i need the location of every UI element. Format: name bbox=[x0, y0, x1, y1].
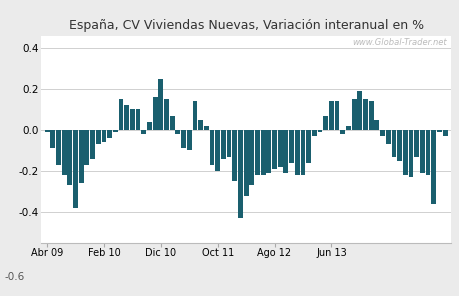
Bar bbox=[414, 130, 418, 157]
Bar bbox=[198, 120, 202, 130]
Bar bbox=[226, 130, 231, 157]
Bar bbox=[266, 130, 271, 173]
Bar bbox=[141, 130, 146, 134]
Bar bbox=[442, 130, 447, 136]
Bar bbox=[73, 130, 78, 208]
Bar bbox=[272, 130, 276, 169]
Bar bbox=[84, 130, 89, 165]
Bar bbox=[374, 120, 379, 130]
Bar bbox=[323, 115, 327, 130]
Bar bbox=[379, 130, 384, 136]
Text: -0.6: -0.6 bbox=[5, 272, 25, 282]
Bar bbox=[431, 130, 435, 204]
Bar bbox=[436, 130, 441, 132]
Bar bbox=[118, 99, 123, 130]
Text: www.Global-Trader.net: www.Global-Trader.net bbox=[351, 38, 446, 46]
Bar bbox=[67, 130, 72, 185]
Bar bbox=[419, 130, 424, 173]
Bar bbox=[45, 130, 50, 132]
Bar bbox=[95, 130, 101, 144]
Bar bbox=[158, 79, 163, 130]
Bar bbox=[101, 130, 106, 142]
Bar bbox=[186, 130, 191, 150]
Bar bbox=[289, 130, 293, 163]
Title: España, CV Viviendas Nuevas, Variación interanual en %: España, CV Viviendas Nuevas, Variación i… bbox=[68, 19, 423, 32]
Bar bbox=[328, 101, 333, 130]
Bar bbox=[351, 99, 356, 130]
Bar bbox=[362, 99, 367, 130]
Bar bbox=[334, 101, 339, 130]
Bar bbox=[220, 130, 225, 159]
Bar bbox=[408, 130, 413, 177]
Bar bbox=[396, 130, 401, 161]
Bar bbox=[62, 130, 67, 175]
Bar bbox=[368, 101, 373, 130]
Bar bbox=[112, 130, 118, 132]
Bar bbox=[237, 130, 242, 218]
Bar bbox=[311, 130, 316, 136]
Bar bbox=[164, 99, 168, 130]
Bar bbox=[385, 130, 390, 144]
Bar bbox=[357, 91, 361, 130]
Bar bbox=[124, 105, 129, 130]
Bar bbox=[425, 130, 430, 175]
Bar bbox=[215, 130, 219, 171]
Bar bbox=[283, 130, 288, 173]
Bar bbox=[181, 130, 185, 148]
Bar bbox=[78, 130, 84, 183]
Bar bbox=[317, 130, 322, 132]
Bar bbox=[345, 126, 350, 130]
Bar bbox=[107, 130, 112, 138]
Bar bbox=[169, 115, 174, 130]
Bar bbox=[243, 130, 248, 196]
Bar bbox=[152, 97, 157, 130]
Bar bbox=[175, 130, 180, 134]
Bar bbox=[232, 130, 237, 181]
Bar bbox=[300, 130, 305, 175]
Bar bbox=[294, 130, 299, 175]
Bar bbox=[277, 130, 282, 167]
Bar bbox=[147, 122, 151, 130]
Bar bbox=[192, 101, 197, 130]
Bar bbox=[306, 130, 310, 163]
Bar bbox=[56, 130, 61, 165]
Bar bbox=[260, 130, 265, 175]
Bar bbox=[249, 130, 254, 185]
Bar bbox=[402, 130, 407, 175]
Bar bbox=[203, 126, 208, 130]
Bar bbox=[391, 130, 396, 157]
Bar bbox=[50, 130, 55, 148]
Bar bbox=[340, 130, 344, 134]
Bar bbox=[130, 110, 134, 130]
Bar bbox=[90, 130, 95, 159]
Bar bbox=[135, 110, 140, 130]
Bar bbox=[254, 130, 259, 175]
Bar bbox=[209, 130, 214, 165]
